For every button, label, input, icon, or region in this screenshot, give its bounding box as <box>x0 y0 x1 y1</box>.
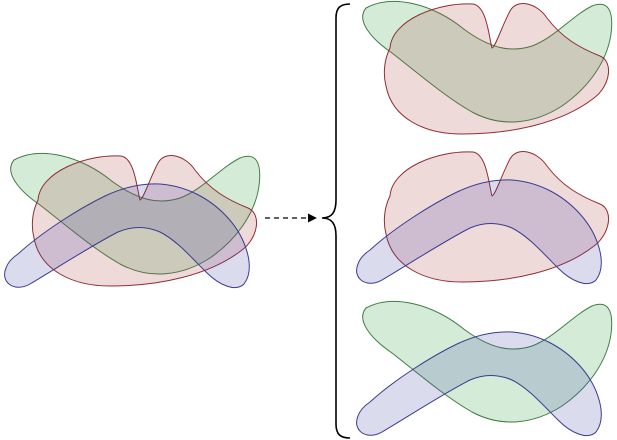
curly-brace <box>321 3 351 439</box>
pair-green-red-group <box>362 0 613 135</box>
combined-shapes-group <box>4 152 261 289</box>
pair-red-blue-group <box>356 151 610 285</box>
pair-green-blue-group <box>356 300 613 437</box>
